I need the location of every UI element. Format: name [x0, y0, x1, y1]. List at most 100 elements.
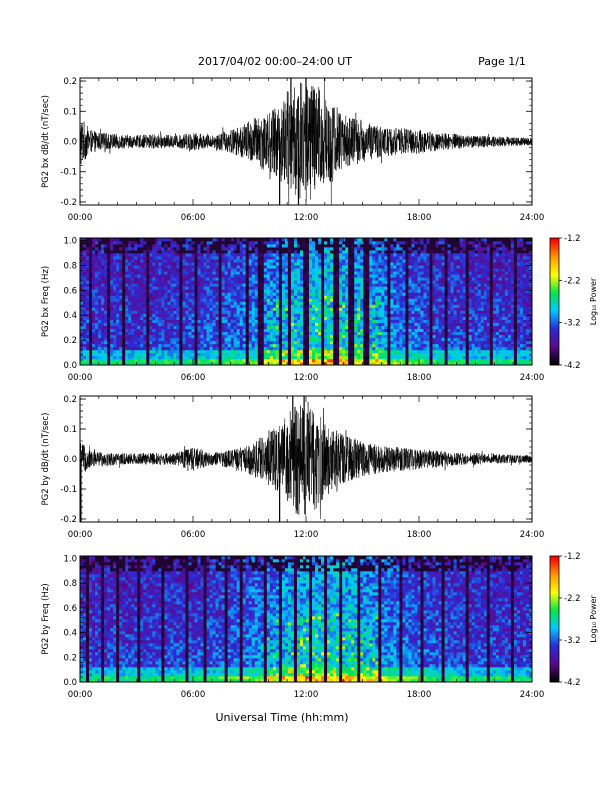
spectrogram-cell	[303, 314, 306, 317]
spectrogram-cell	[384, 286, 387, 289]
spectrogram-cell	[354, 280, 357, 283]
spectrogram-cell	[417, 271, 420, 274]
spectrogram-cell	[342, 283, 345, 286]
spectrogram-cell	[427, 329, 430, 332]
spectrogram-cell	[95, 250, 98, 253]
spectrogram-cell	[104, 329, 107, 332]
spectrogram-cell	[113, 302, 116, 305]
spectrogram-cell	[213, 247, 216, 250]
spectrogram-cell	[321, 256, 324, 259]
spectrogram-cell	[273, 314, 276, 317]
spectrogram-cell	[318, 271, 321, 274]
spectrogram-cell	[228, 359, 231, 362]
spectrogram-cell	[297, 289, 300, 292]
spectrogram-cell	[421, 341, 424, 344]
spectrogram-cell	[173, 289, 176, 292]
spectrogram-cell	[339, 302, 342, 305]
spectrogram-cell	[116, 305, 119, 308]
spectrogram-cell	[231, 338, 234, 341]
spectrogram-cell	[402, 268, 405, 271]
spectrogram-cell	[309, 247, 312, 250]
spectrogram-cell	[273, 335, 276, 338]
spectrogram-cell	[366, 265, 369, 268]
spectrogram-cell	[336, 265, 339, 268]
spectrogram-cell	[158, 274, 161, 277]
spectrogram-cell	[228, 344, 231, 347]
spectrogram-cell	[291, 292, 294, 295]
spectrogram-cell	[98, 241, 101, 244]
spectrogram-cell	[297, 317, 300, 320]
spectrogram-cell	[185, 317, 188, 320]
spectrogram-cell	[342, 344, 345, 347]
spectrogram-cell	[86, 338, 89, 341]
spectrogram-cell	[318, 320, 321, 323]
spectrogram-cell	[408, 341, 411, 344]
spectrogram-cell	[122, 271, 125, 274]
spectrogram-cell	[164, 250, 167, 253]
spectrogram-cell	[243, 265, 246, 268]
spectrogram-cell	[285, 359, 288, 362]
spectrogram-cell	[195, 295, 198, 298]
spectrogram-cell	[318, 295, 321, 298]
spectrogram-cell	[321, 262, 324, 265]
spectrogram-cell	[255, 268, 258, 271]
spectrogram-cell	[155, 308, 158, 311]
spectrogram-cell	[167, 347, 170, 350]
spectrogram-cell	[363, 283, 366, 286]
spectrogram-cell	[228, 332, 231, 335]
spectrogram-cell	[213, 289, 216, 292]
spectrogram-cell	[201, 262, 204, 265]
spectrogram-cell	[210, 305, 213, 308]
spectrogram-cell	[198, 335, 201, 338]
spectrogram-cell	[270, 314, 273, 317]
spectrogram-cell	[146, 335, 149, 338]
spectrogram-cell	[89, 359, 92, 362]
spectrogram-cell	[366, 292, 369, 295]
spectrogram-cell	[222, 356, 225, 359]
spectrogram-cell	[424, 332, 427, 335]
spectrogram-cell	[381, 341, 384, 344]
spectrogram-cell	[86, 283, 89, 286]
spectrogram-cell	[185, 314, 188, 317]
spectrogram-cell	[267, 305, 270, 308]
spectrogram-cell	[360, 359, 363, 362]
spectrogram-cell	[264, 341, 267, 344]
spectrogram-cell	[273, 329, 276, 332]
spectrogram-cell	[210, 311, 213, 314]
spectrogram-cell	[158, 320, 161, 323]
spectrogram-cell	[222, 298, 225, 301]
spectrogram-cell	[191, 323, 194, 326]
spectrogram-cell	[390, 320, 393, 323]
spectrogram-cell	[261, 344, 264, 347]
spectrogram-cell	[345, 298, 348, 301]
spectrogram-cell	[167, 356, 170, 359]
spectrogram-cell	[185, 280, 188, 283]
spectrogram-cell	[86, 265, 89, 268]
spectrogram-cell	[285, 344, 288, 347]
spectrogram-cell	[387, 359, 390, 362]
spectrogram-cell	[231, 298, 234, 301]
spectrogram-cell	[324, 350, 327, 353]
spectrogram-cell	[396, 283, 399, 286]
spectrogram-cell	[357, 314, 360, 317]
spectrogram-cell	[155, 332, 158, 335]
spectrogram-cell	[131, 283, 134, 286]
spectrogram-cell	[414, 250, 417, 253]
spectrogram-cell	[414, 320, 417, 323]
spectrogram-cell	[125, 356, 128, 359]
spectrogram-cell	[140, 308, 143, 311]
spectrogram-cell	[291, 347, 294, 350]
spectrogram-cell	[381, 338, 384, 341]
spectrogram-cell	[101, 320, 104, 323]
spectrogram-cell	[345, 280, 348, 283]
spectrogram-cell	[92, 317, 95, 320]
spectrogram-cell	[321, 274, 324, 277]
spectrogram-cell	[276, 277, 279, 280]
spectrogram-cell	[294, 292, 297, 295]
spectrogram-cell	[155, 329, 158, 332]
spectrogram-cell	[179, 326, 182, 329]
spectrogram-cell	[399, 338, 402, 341]
spectrogram-cell	[396, 341, 399, 344]
spectrogram-cell	[143, 271, 146, 274]
spectrogram-cell	[107, 329, 110, 332]
